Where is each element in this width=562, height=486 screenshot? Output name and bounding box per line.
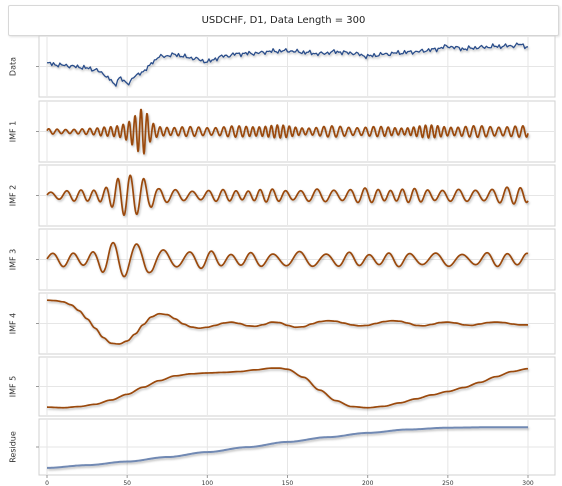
x-tick-label: 250 [442, 480, 454, 486]
panel-residue: Residue [9, 418, 556, 476]
series-line [46, 108, 529, 155]
x-tick-label: 300 [522, 480, 534, 486]
panel-label: IMF 4 [9, 313, 18, 335]
panel-label: Residue [9, 431, 18, 463]
panel-label: Data [9, 57, 18, 76]
x-tick-label: 100 [202, 480, 214, 486]
panel-imf-1: IMF 1 [9, 100, 556, 163]
panel-label: IMF 1 [9, 121, 18, 143]
series-line [46, 42, 529, 87]
panel-label: IMF 3 [9, 249, 18, 271]
panel-imf-3: IMF 3 [9, 228, 556, 291]
x-tick-label: 200 [362, 480, 374, 486]
panel-imf-4: IMF 4 [9, 292, 556, 355]
series-line [46, 426, 528, 469]
x-tick-label: 0 [45, 480, 49, 486]
series-line [46, 241, 529, 278]
panel-imf-5: IMF 5 [9, 356, 556, 417]
panel-imf-2: IMF 2 [9, 164, 556, 227]
panel-label: IMF 5 [9, 376, 18, 398]
panel-data: Data [9, 35, 556, 98]
panel-label: IMF 2 [9, 185, 18, 207]
chart-title-box: USDCHF, D1, Data Length = 300 [8, 5, 559, 36]
x-tick-label: 150 [282, 480, 294, 486]
series-line [46, 367, 529, 409]
series-line [46, 299, 528, 345]
chart-title: USDCHF, D1, Data Length = 300 [201, 15, 366, 26]
series-line [46, 174, 529, 217]
x-tick-label: 50 [123, 480, 131, 486]
